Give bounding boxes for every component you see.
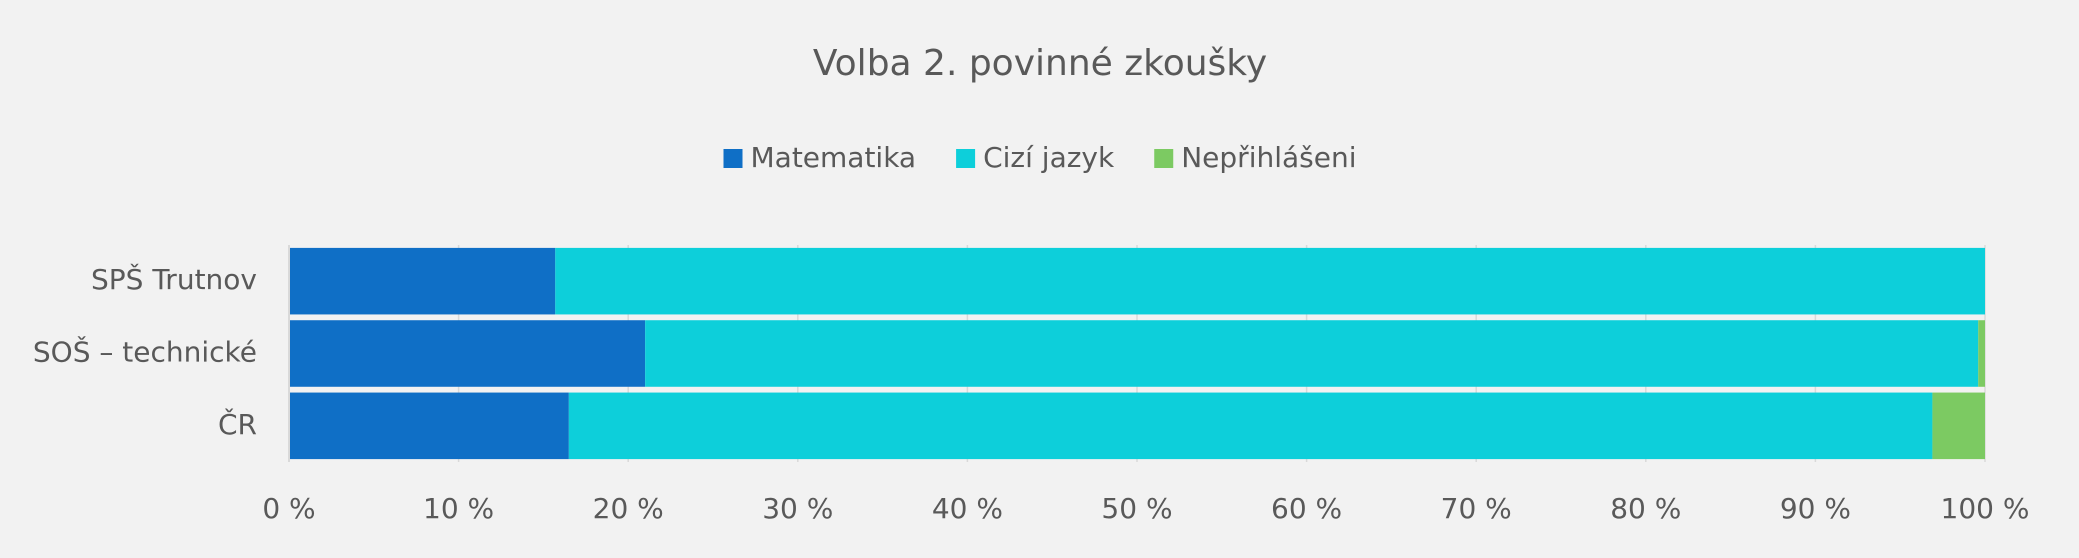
legend-swatch [956,149,976,168]
bar-segment [568,392,1933,460]
bar-segment [289,247,556,315]
x-tick-label: 0 % [262,492,315,525]
legend-label: Nepřihlášeni [1181,141,1356,174]
x-tick-label: 50 % [1101,492,1172,525]
legend-swatch [723,149,743,168]
x-tick-label: 70 % [1441,492,1512,525]
bar-segment [555,247,1985,315]
x-tick-label: 10 % [423,492,494,525]
x-tick-label: 20 % [593,492,664,525]
bar-segment [289,320,646,387]
bar-segment [1978,320,1985,387]
x-tick-label: 30 % [762,492,833,525]
legend-label: Matematika [751,141,917,174]
x-tick-label: 60 % [1271,492,1342,525]
legend-swatch [1154,149,1174,168]
y-tick-label: SPŠ Trutnov [91,262,257,296]
y-tick-label: SOŠ – technické [33,335,257,369]
chart-title: Volba 2. povinné zkoušky [813,43,1267,84]
x-tick-label: 90 % [1780,492,1851,525]
legend-label: Cizí jazyk [983,141,1115,174]
x-tick-label: 80 % [1610,492,1681,525]
y-tick-label: ČR [218,407,257,441]
bar-segment [1932,392,1985,460]
x-tick-label: 40 % [932,492,1003,525]
x-tick-label: 100 % [1941,492,2030,525]
bar-segment [289,392,569,460]
bar-segment [645,320,1979,387]
